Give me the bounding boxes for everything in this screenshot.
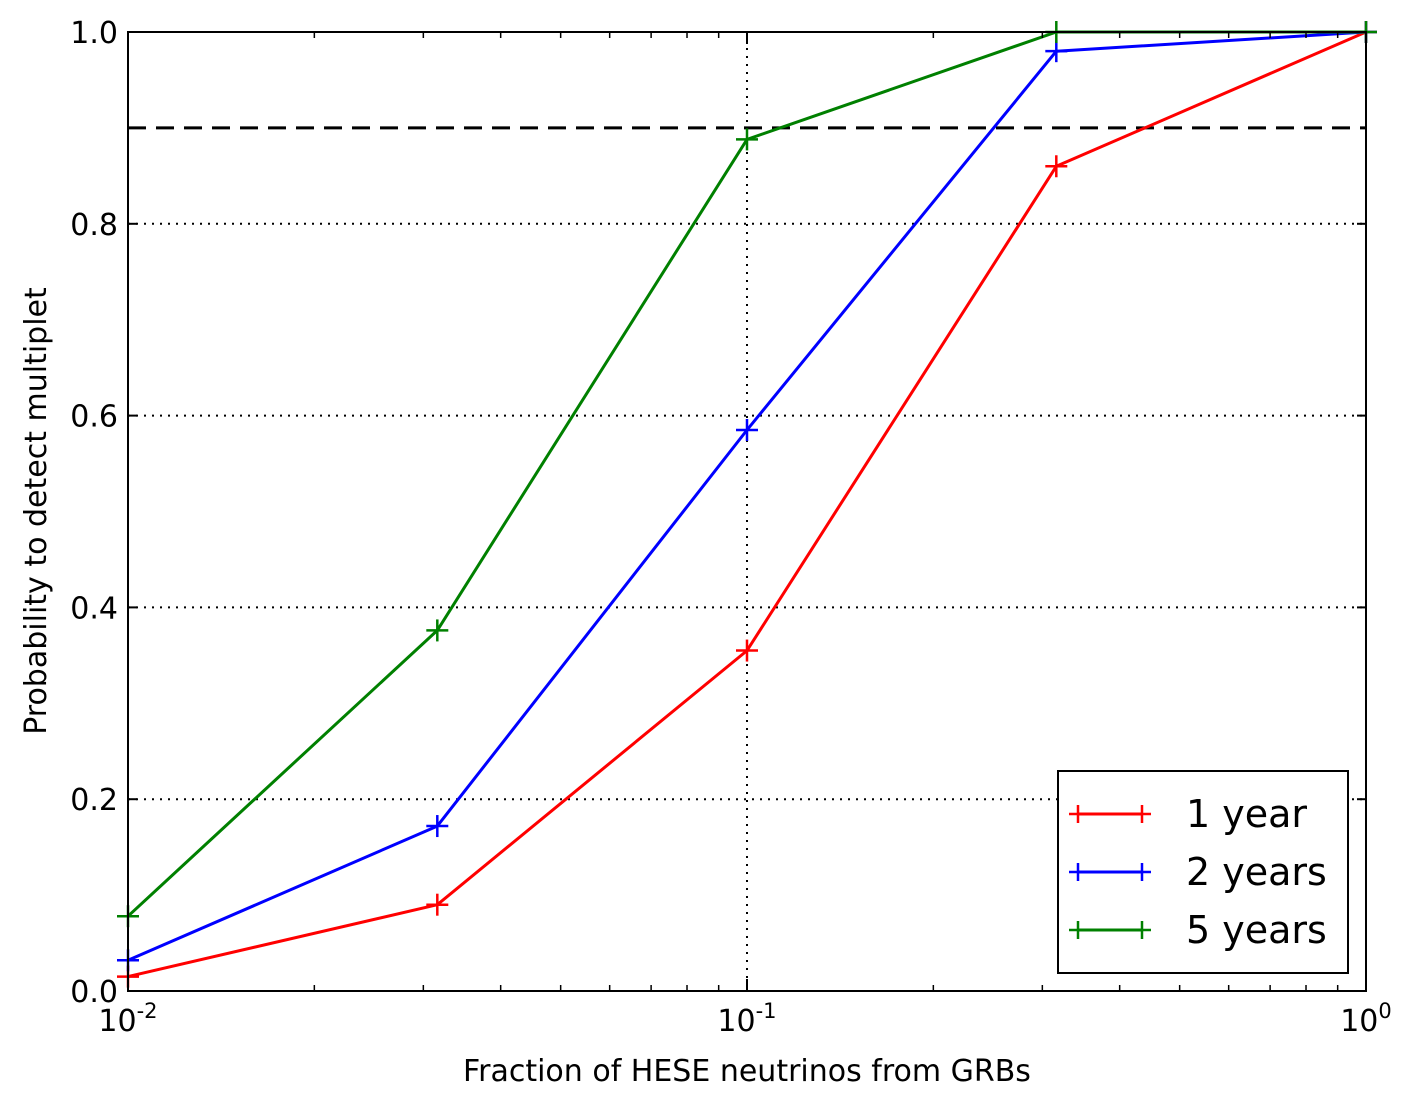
legend-label: 2 years — [1186, 850, 1327, 894]
x-tick-label: 10-1 — [717, 999, 776, 1039]
legend-item: 1 year — [1069, 792, 1307, 836]
x-tick-label: 10-2 — [98, 999, 157, 1039]
y-tick-label: 1.0 — [70, 16, 118, 51]
ticks — [127, 31, 1367, 992]
legend-item: 2 years — [1069, 850, 1327, 894]
x-tick-label: 100 — [1340, 999, 1392, 1039]
y-tick-label: 0.4 — [70, 591, 118, 626]
x-axis-label: Fraction of HESE neutrinos from GRBs — [463, 1054, 1031, 1089]
data-point — [426, 893, 449, 916]
y-tick-label: 0.6 — [70, 400, 118, 435]
data-point — [736, 639, 758, 662]
data-point — [1045, 155, 1068, 178]
legend-label: 1 year — [1186, 792, 1307, 836]
y-tick-label: 0.8 — [70, 208, 118, 243]
y-axis-label: Probability to detect multiplet — [19, 287, 54, 735]
data-point — [1045, 40, 1068, 63]
data-point — [426, 619, 449, 642]
y-tick-label: 0.2 — [70, 783, 118, 818]
data-point — [736, 128, 758, 151]
legend-item: 5 years — [1069, 908, 1327, 952]
data-point — [736, 418, 758, 441]
data-point — [426, 815, 449, 838]
y-tick-label: 0.0 — [70, 975, 118, 1010]
legend: 1 year 2 years 5 years — [1057, 770, 1349, 974]
legend-label: 5 years — [1186, 908, 1327, 952]
tick-labels: 0.0 0.2 0.4 0.6 0.8 1.0 10-2 10-1 100 — [70, 16, 1392, 1039]
